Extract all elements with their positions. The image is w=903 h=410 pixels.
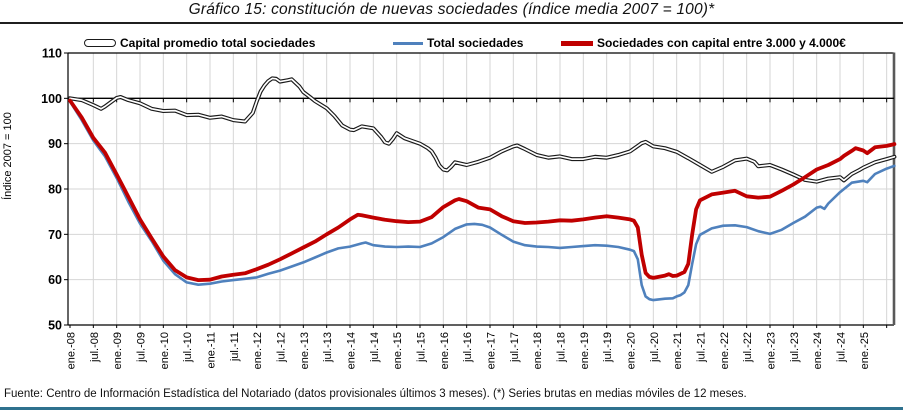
x-axis-label: ene.-24 [812, 332, 824, 369]
series-line-sociedades-3000-4000 [68, 98, 897, 283]
x-axis-label: ene.-21 [672, 332, 684, 369]
y-axis-label: 90 [48, 137, 62, 151]
capital-promedio-line-sample-icon [84, 39, 116, 47]
total-sociedades-line-sample-icon [393, 41, 423, 45]
series-line-total-sociedades [68, 100, 896, 302]
x-axis-label: jul.-10 [182, 332, 194, 363]
x-axis-label: jul.-24 [835, 332, 847, 363]
x-axis-label: jul.-13 [322, 332, 334, 363]
chart-title: Gráfico 15: constitución de nuevas socie… [188, 1, 715, 18]
series-line-capital-promedio-core [69, 77, 896, 183]
x-axis-label: jul.-15 [415, 332, 427, 363]
series-line-capital-promedio [68, 76, 897, 184]
x-axis-label: jul.-23 [789, 332, 801, 363]
x-axis-label: jul.-22 [742, 332, 754, 363]
sociedades-3000-4000-line-sample-icon [561, 40, 593, 46]
chart-legend: Capital promedio total sociedades Total … [0, 36, 903, 52]
x-axis-label: ene.-09 [112, 332, 124, 369]
legend-label-total-sociedades: Total sociedades [427, 36, 524, 50]
x-axis-label: ene.-25 [859, 332, 871, 369]
x-axis-label: ene.-10 [159, 332, 171, 369]
x-axis-label: jul.-11 [229, 332, 241, 362]
x-axis-label: ene.-22 [719, 332, 731, 369]
x-axis-label: ene.-14 [345, 332, 357, 369]
x-axis-label: ene.-20 [625, 332, 637, 369]
x-axis-label: jul.-14 [369, 332, 381, 363]
x-axis-label: jul.-21 [695, 332, 707, 363]
y-axis-label: 110 [42, 47, 62, 61]
y-axis-label: 80 [48, 183, 62, 197]
x-axis-label: jul.-16 [462, 332, 474, 363]
x-axis-label: jul.-17 [509, 332, 521, 363]
y-axis-label: 60 [48, 273, 62, 287]
legend-entry-total-sociedades: Total sociedades [393, 36, 523, 50]
bottom-accent-rule [0, 407, 903, 410]
x-axis-label: ene.-13 [299, 332, 311, 369]
y-axis-label: 50 [48, 319, 62, 333]
legend-label-capital-promedio: Capital promedio total sociedades [120, 36, 316, 50]
x-axis-label: ene.-11 [205, 332, 217, 369]
source-note: Fuente: Centro de Información Estadístic… [4, 388, 747, 400]
x-axis-label: ene.-19 [579, 332, 591, 369]
legend-entry-capital-promedio: Capital promedio total sociedades [84, 36, 315, 50]
x-axis-label: ene.-18 [532, 332, 544, 369]
x-axis-label: ene.-08 [66, 332, 78, 369]
x-axis-label: ene.-23 [765, 332, 777, 369]
x-axis-label: jul.-09 [135, 332, 147, 363]
x-axis-label: jul.-18 [555, 332, 567, 363]
legend-label-sociedades-3000-4000: Sociedades con capital entre 3.000 y 4.0… [597, 36, 846, 50]
legend-entry-sociedades-3000-4000: Sociedades con capital entre 3.000 y 4.0… [561, 36, 846, 50]
x-axis-label: ene.-16 [439, 332, 451, 369]
x-axis-label: jul.-12 [275, 332, 287, 363]
y-axis-title: Índice 2007 = 100 [2, 112, 14, 200]
y-axis-label: 70 [48, 228, 62, 242]
x-axis-label: ene.-17 [485, 332, 497, 369]
x-axis-label: jul.-20 [649, 332, 661, 363]
x-axis-label: jul.-08 [89, 332, 101, 363]
y-axis-label: 100 [41, 92, 62, 106]
x-axis-label: ene.-12 [252, 332, 264, 369]
title-separator [0, 22, 903, 24]
x-axis-label: ene.-15 [392, 332, 404, 369]
x-axis-label: jul.-19 [602, 332, 614, 363]
